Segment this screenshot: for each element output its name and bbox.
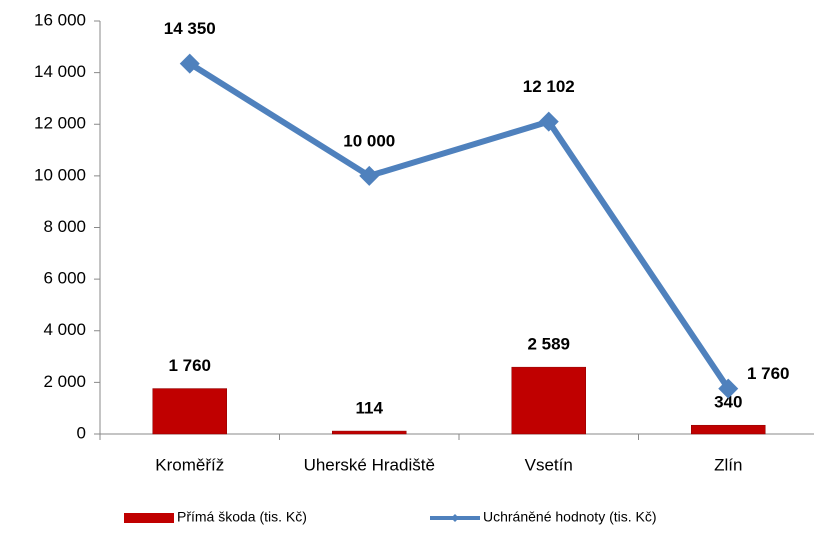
marker [359,165,380,186]
y-tick-label: 2 000 [43,372,86,391]
y-tick-label: 16 000 [34,10,86,29]
data-label: 340 [714,393,742,412]
x-tick-label: Uherské Hradiště [304,455,435,474]
data-label: 1 760 [747,364,790,383]
y-tick-label: 4 000 [43,320,86,339]
data-label: 1 760 [168,356,211,375]
bar [511,366,586,435]
line [188,61,731,391]
legend-marker [451,514,459,522]
y-tick-label: 6 000 [43,269,86,288]
y-tick-label: 0 [77,423,86,442]
data-label: 114 [356,399,384,418]
data-label: 10 000 [343,131,395,150]
marker [179,53,200,74]
marker [718,378,739,399]
data-label: 2 589 [527,335,570,354]
bar [691,424,766,435]
legend-label: Uchráněné hodnoty (tis. Kč) [483,509,657,525]
x-tick-label: Zlín [714,455,742,474]
marker [538,111,559,132]
legend-swatch [124,513,174,523]
x-tick-label: Vsetín [525,455,573,474]
x-tick-label: Kroměříž [155,455,224,474]
legend-label: Přímá škoda (tis. Kč) [177,509,307,525]
y-tick-label: 8 000 [43,217,86,236]
data-label: 14 350 [164,19,216,38]
bar [152,388,227,435]
bar [332,430,407,435]
y-tick-label: 14 000 [34,62,86,81]
data-label: 12 102 [523,77,575,96]
y-tick-label: 12 000 [34,114,86,133]
y-tick-label: 10 000 [34,165,86,184]
